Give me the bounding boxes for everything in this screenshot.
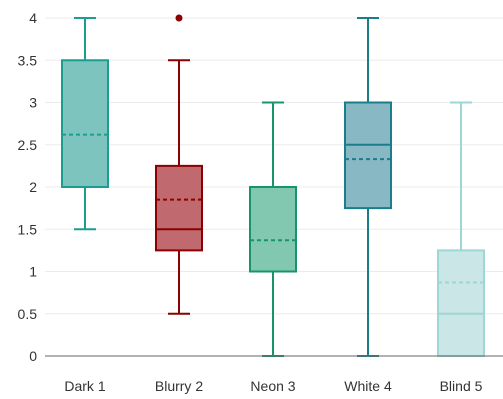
y-tick-label: 0.5 [18, 306, 38, 322]
box-5 [437, 101, 485, 357]
y-tick-label: 2 [29, 179, 37, 195]
y-tick-label: 4 [29, 10, 37, 26]
x-category-label: Neon 3 [250, 378, 295, 394]
iqr-box [61, 59, 109, 188]
box-series [61, 14, 485, 357]
outlier-point [175, 14, 183, 22]
y-tick-label: 1 [29, 264, 37, 280]
y-tick-label: 3.5 [18, 52, 38, 68]
iqr-box [155, 164, 203, 252]
box-2 [155, 14, 203, 315]
x-category-label: Dark 1 [64, 378, 105, 394]
y-tick-label: 2.5 [18, 137, 38, 153]
y-tick-label: 3 [29, 95, 37, 111]
y-tick-label: 0 [29, 348, 37, 364]
box-4 [344, 17, 392, 357]
x-category-label: Blind 5 [440, 378, 483, 394]
iqr-box [437, 249, 485, 357]
iqr-box [344, 101, 392, 210]
x-category-label: Blurry 2 [155, 378, 203, 394]
box-1 [61, 17, 109, 231]
y-tick-label: 1.5 [18, 221, 38, 237]
y-axis: 0 0.5 1 1.5 2 2.5 3 3.5 4 [18, 10, 38, 364]
x-category-label: White 4 [344, 378, 392, 394]
iqr-box [249, 186, 297, 273]
box-3 [249, 101, 297, 357]
x-axis: Dark 1 Blurry 2 Neon 3 White 4 Blind 5 [45, 355, 503, 394]
